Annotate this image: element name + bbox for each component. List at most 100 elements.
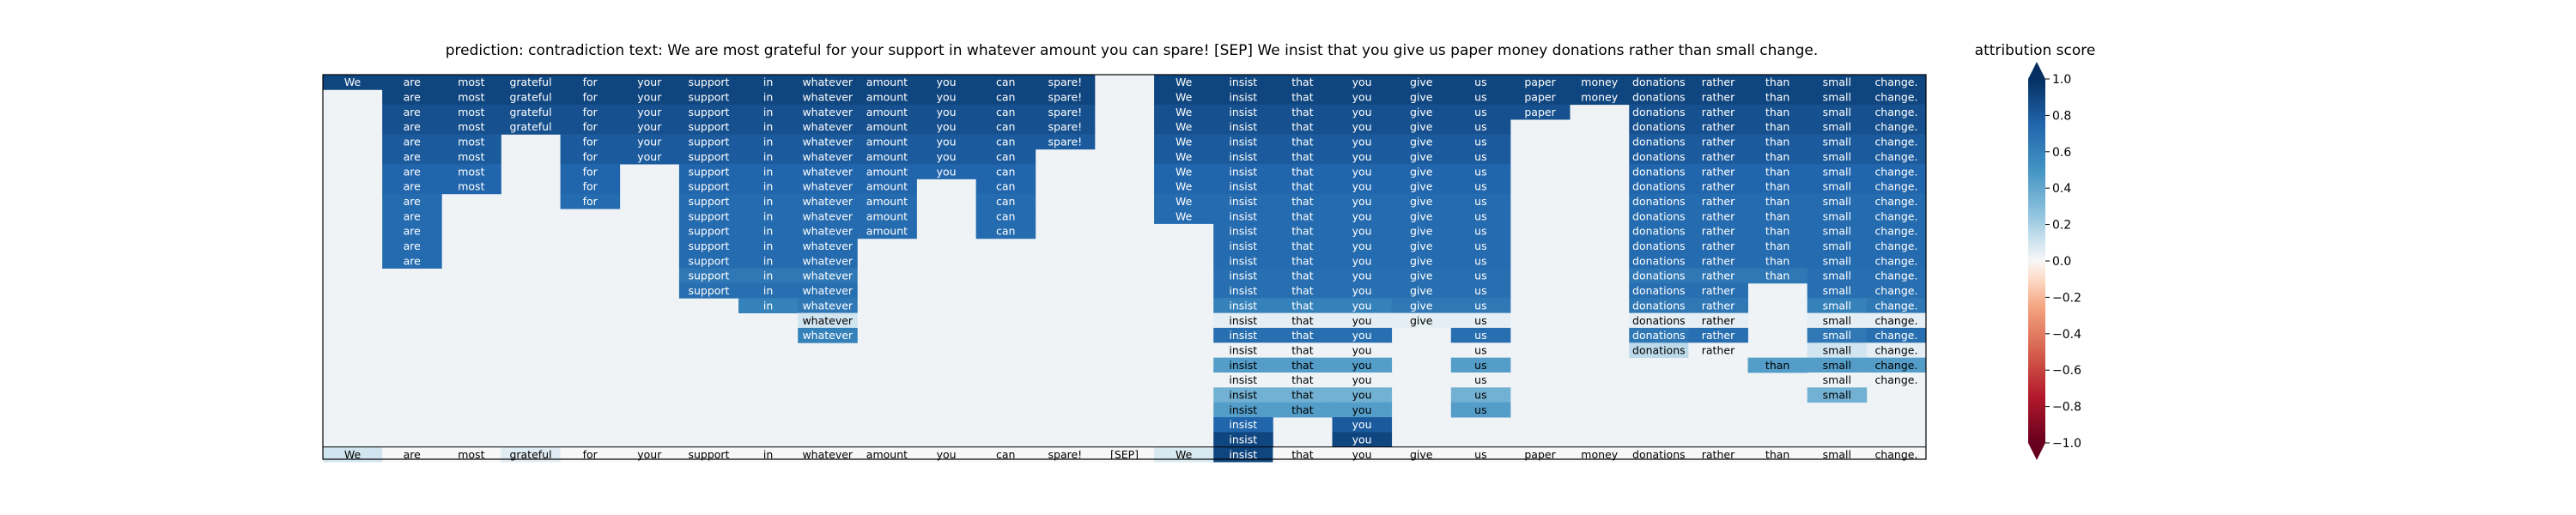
heatmap-cell: [678, 134, 739, 150]
heatmap-label: change.: [1874, 76, 1917, 88]
bottom-token-label: than: [1765, 448, 1789, 461]
heatmap-cell: [1154, 193, 1214, 209]
heatmap-label: small: [1823, 314, 1851, 327]
colorbar-tick-label: −0.8: [2052, 401, 2081, 415]
heatmap-label: us: [1474, 343, 1486, 356]
heatmap-label: for: [583, 106, 598, 118]
heatmap-label: whatever: [802, 225, 853, 238]
bottom-token-row: We are most grateful for your support in whateve…: [323, 446, 1927, 463]
heatmap-label: us: [1474, 180, 1486, 193]
heatmap-cell: [1629, 148, 1689, 165]
heatmap-cell: [738, 209, 799, 224]
heatmap-cell: [501, 119, 561, 135]
heatmap-cell: [1747, 223, 1808, 239]
heatmap-label: you: [937, 150, 957, 163]
heatmap-cell: [1629, 282, 1689, 299]
heatmap-label: money: [1581, 76, 1618, 88]
heatmap-label: that: [1291, 299, 1313, 312]
heatmap-label: amount: [866, 106, 908, 118]
heatmap-cell: [1273, 312, 1333, 329]
heatmap-cell: [1629, 75, 1689, 90]
heatmap-cell: [560, 179, 621, 195]
heatmap-cell: [1450, 253, 1511, 269]
heatmap-label: change.: [1874, 329, 1917, 342]
heatmap-cell: [678, 193, 739, 209]
heatmap-label: support: [688, 76, 729, 88]
heatmap-cell: [1450, 134, 1511, 150]
heatmap-cell: [1332, 387, 1393, 403]
heatmap-label: grateful: [509, 106, 551, 118]
bottom-token-cell: [678, 446, 739, 463]
heatmap-cell: [678, 209, 739, 224]
heatmap-cell: [1332, 268, 1393, 284]
heatmap-label: amount: [866, 225, 908, 238]
heatmap-cell: [1866, 342, 1927, 359]
heatmap-cell: [1332, 193, 1393, 209]
heatmap-cell: [1213, 89, 1273, 106]
heatmap-label: than: [1765, 180, 1789, 193]
heatmap-cell: [1807, 223, 1868, 239]
heatmap-cell: [1273, 223, 1333, 239]
heatmap-cell: [1688, 104, 1748, 120]
heatmap-label: donations: [1632, 254, 1686, 267]
heatmap-cell: [1391, 209, 1452, 224]
heatmap-label: than: [1765, 120, 1789, 133]
heatmap-cell: [1273, 148, 1333, 165]
heatmap-cell: [1747, 134, 1808, 150]
heatmap-label: insist: [1229, 76, 1257, 88]
heatmap-cell: [857, 179, 917, 195]
bottom-token-label: can: [996, 448, 1015, 461]
heatmap-label: insist: [1229, 284, 1257, 297]
heatmap-label: spare!: [1048, 76, 1083, 88]
heatmap-label: We: [1176, 106, 1193, 118]
heatmap-label: whatever: [802, 91, 853, 104]
heatmap-label: you: [1352, 433, 1372, 446]
heatmap-label: change.: [1874, 91, 1917, 104]
heatmap-cell: [1807, 298, 1868, 313]
bottom-token-cell: [1094, 446, 1155, 463]
heatmap-label: can: [996, 195, 1015, 208]
heatmap-cell: [1807, 357, 1868, 373]
heatmap-cell: [441, 89, 501, 106]
heatmap-cell: [1273, 298, 1333, 313]
heatmap-cell: [975, 164, 1036, 179]
heatmap-cell: [798, 223, 858, 239]
heatmap-cell: [1807, 238, 1868, 254]
heatmap-label: that: [1291, 150, 1313, 163]
heatmap-cell: [560, 75, 621, 90]
heatmap-label: most: [458, 120, 484, 133]
heatmap-label: us: [1474, 136, 1486, 148]
heatmap-label: than: [1765, 136, 1789, 148]
heatmap-label: most: [458, 150, 484, 163]
heatmap-label: that: [1291, 373, 1313, 386]
heatmap-label: donations: [1632, 76, 1686, 88]
bottom-token-cell: [857, 446, 917, 463]
heatmap-label: for: [583, 120, 598, 133]
heatmap-cells: We are most grateful for your support in whateve…: [323, 75, 1927, 448]
heatmap-cell: [975, 193, 1036, 209]
heatmap-cell: [975, 134, 1036, 150]
heatmap-cell: [1213, 402, 1273, 418]
heatmap-cell: [1332, 104, 1393, 120]
heatmap-label: you: [937, 165, 957, 178]
heatmap-cell: [441, 104, 501, 120]
heatmap-cell: [1273, 357, 1333, 373]
heatmap-cell: [1391, 223, 1452, 239]
heatmap-label: change.: [1874, 136, 1917, 148]
heatmap-label: small: [1823, 329, 1851, 342]
heatmap-label: whatever: [802, 329, 853, 342]
heatmap-cell: [1154, 179, 1214, 195]
heatmap-label: donations: [1632, 136, 1686, 148]
heatmap-label: rather: [1702, 120, 1735, 133]
heatmap-cell: [798, 104, 858, 120]
heatmap-label: change.: [1874, 150, 1917, 163]
heatmap-label: support: [688, 284, 729, 297]
heatmap-label: are: [404, 76, 422, 88]
heatmap-cell: [382, 223, 442, 239]
heatmap-cell: [1391, 253, 1452, 269]
heatmap-label: small: [1823, 195, 1851, 208]
heatmap-cell: [1866, 357, 1927, 373]
heatmap-label: whatever: [802, 76, 853, 88]
heatmap-cell: [678, 179, 739, 195]
heatmap-label: for: [583, 165, 598, 178]
